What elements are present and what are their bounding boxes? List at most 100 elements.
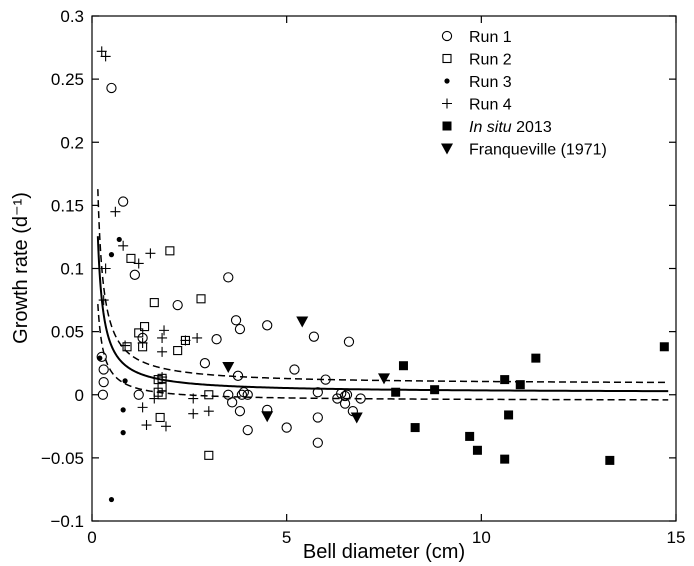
y-tick-label: 0.1	[60, 260, 84, 279]
data-point	[180, 335, 191, 346]
data-point	[173, 346, 183, 356]
data-point	[160, 421, 171, 432]
data-point	[410, 423, 420, 433]
legend-item: Franqueville (1971)	[441, 142, 607, 159]
data-point	[122, 378, 128, 384]
data-point	[232, 370, 244, 381]
data-point	[659, 342, 669, 352]
y-tick-label: 0.25	[51, 70, 84, 89]
data-point	[204, 390, 214, 400]
data-point	[149, 393, 160, 404]
legend-label: Run 2	[469, 52, 512, 69]
data-point	[118, 240, 129, 251]
data-point	[234, 406, 246, 417]
data-point	[343, 336, 355, 347]
data-point	[120, 407, 126, 413]
fit-upper-bound	[97, 189, 669, 384]
data-point	[312, 412, 323, 423]
data-point	[97, 355, 103, 361]
data-point	[157, 372, 168, 383]
legend-label: In situ 2013	[469, 119, 552, 136]
data-point	[472, 445, 482, 455]
data-point	[140, 322, 150, 332]
data-point	[227, 397, 238, 408]
data-point	[196, 294, 206, 304]
legend-item: Run 1	[441, 29, 512, 46]
data-point	[133, 389, 144, 400]
data-point	[236, 389, 248, 400]
legend: Run 1 Run 2 Run 3 Run 4 In situ 2013 Franquev…	[441, 29, 607, 159]
data-point	[500, 454, 510, 464]
y-tick-label: 0.3	[60, 7, 84, 26]
y-tick-label: −0.1	[50, 512, 84, 531]
data-point	[312, 437, 323, 448]
data-point	[296, 316, 309, 328]
y-tick-label: 0.2	[60, 133, 84, 152]
data-point	[108, 496, 115, 503]
data-point	[97, 389, 109, 400]
data-point	[391, 387, 401, 397]
data-point	[149, 298, 159, 308]
data-point	[116, 236, 122, 243]
data-point	[188, 393, 199, 404]
data-point	[129, 269, 140, 280]
data-point	[159, 325, 170, 336]
fit-line	[96, 236, 669, 393]
legend-marker	[441, 143, 453, 155]
x-axis: 0 5 10 15	[87, 16, 685, 547]
data-point	[605, 455, 615, 465]
data-point	[145, 248, 156, 259]
data-point	[320, 374, 331, 385]
data-points	[96, 46, 669, 503]
legend-marker	[444, 78, 450, 84]
data-point	[242, 424, 253, 436]
data-point	[96, 351, 107, 363]
legend-label: Franqueville (1971)	[469, 142, 607, 159]
data-point	[98, 364, 109, 375]
data-point	[134, 328, 144, 338]
legend-label: Run 3	[469, 74, 512, 91]
fit-lower-bound	[97, 303, 669, 401]
y-tick-label: 0.05	[51, 323, 84, 342]
data-point	[96, 46, 107, 57]
y-axis: −0.1 −0.05 0 0.05 0.1 0.15 0.2 0.25 0.3	[41, 7, 676, 531]
data-point	[120, 340, 131, 351]
data-point	[430, 385, 440, 395]
series-6	[222, 316, 390, 424]
legend-marker	[442, 53, 452, 64]
data-point	[262, 320, 273, 331]
data-point	[199, 358, 211, 369]
legend-item: Run 3	[444, 74, 512, 91]
series-5	[391, 342, 669, 465]
data-point	[172, 299, 183, 311]
data-point	[531, 353, 541, 363]
x-tick-label: 0	[87, 528, 96, 547]
data-point	[223, 272, 234, 283]
data-point	[98, 376, 109, 388]
x-axis-label: Bell diameter (cm)	[303, 541, 465, 563]
data-point	[155, 412, 165, 423]
data-point	[100, 263, 111, 274]
data-point	[242, 389, 253, 400]
legend-item: Run 2	[442, 52, 512, 69]
y-tick-label: −0.05	[41, 449, 84, 468]
series-3	[97, 236, 128, 503]
data-point	[165, 246, 175, 256]
data-point	[312, 387, 323, 398]
legend-label: Run 4	[469, 97, 512, 114]
data-point	[157, 332, 168, 343]
data-point	[120, 430, 126, 436]
data-point	[341, 389, 353, 400]
data-point	[504, 410, 514, 420]
data-point	[234, 323, 246, 335]
data-point	[398, 361, 408, 371]
legend-marker	[442, 121, 452, 131]
series-2	[122, 246, 214, 460]
data-point	[137, 402, 148, 413]
data-point	[157, 346, 168, 357]
data-point	[137, 337, 148, 348]
data-point	[339, 390, 351, 402]
data-point	[100, 51, 111, 62]
x-tick-label: 10	[472, 528, 491, 547]
